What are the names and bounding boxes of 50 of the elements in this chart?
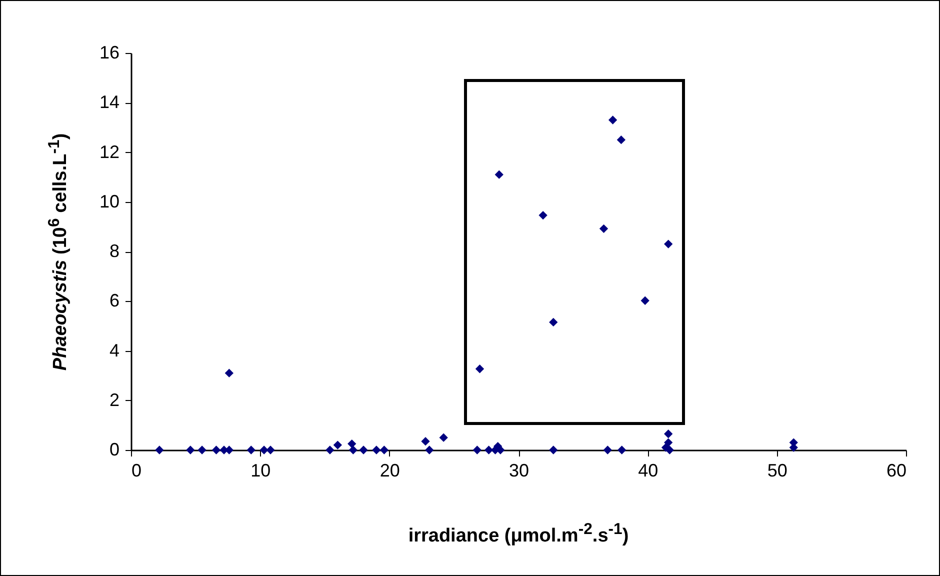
point: [212, 446, 221, 454]
y-tick-label: 6: [109, 290, 120, 311]
y-tick-label: 14: [99, 92, 120, 112]
x-axis-title: irradiance (μmol.m$^{-2}$.s$^{-1}$): [408, 521, 629, 548]
x-tick-label: 40: [638, 460, 658, 480]
y-tick-label: 12: [99, 142, 120, 162]
point: [186, 446, 195, 454]
point: [333, 440, 342, 450]
point: [538, 210, 548, 220]
point: [155, 446, 164, 454]
point: [640, 296, 650, 305]
point: [494, 170, 504, 179]
point: [664, 430, 673, 438]
point: [348, 446, 358, 454]
point: [421, 436, 430, 446]
point: [246, 446, 256, 454]
point: [664, 438, 673, 447]
point: [472, 446, 482, 454]
y-tick-label: 10: [99, 191, 120, 212]
point: [608, 116, 618, 124]
y-tick-label: 8: [109, 241, 120, 261]
y-tick-label: 0: [109, 440, 120, 460]
point: [266, 446, 275, 454]
point: [618, 446, 626, 454]
y-tick-label: 2: [109, 390, 120, 410]
point: [198, 446, 206, 454]
x-tick-label: 20: [380, 460, 400, 480]
point: [549, 446, 558, 454]
x-tick-label: 0: [132, 460, 142, 480]
point: [372, 446, 381, 454]
point: [664, 240, 673, 248]
x-tick-label: 30: [508, 460, 530, 480]
point: [603, 446, 612, 454]
point: [380, 446, 388, 454]
point: [359, 446, 368, 454]
point: [260, 446, 268, 454]
y-tick-label: 16: [99, 42, 120, 62]
x-tick-label: 60: [886, 460, 906, 480]
point: [425, 446, 434, 454]
point: [348, 439, 356, 448]
point: [599, 224, 608, 234]
point: [224, 368, 234, 378]
point: [616, 136, 626, 144]
x-tick-label: 10: [250, 460, 271, 480]
point: [549, 318, 558, 327]
point: [326, 446, 334, 454]
point: [439, 433, 448, 442]
y-tick-label: 4: [109, 340, 120, 360]
x-tick-label: 50: [767, 460, 788, 480]
point: [475, 364, 484, 374]
